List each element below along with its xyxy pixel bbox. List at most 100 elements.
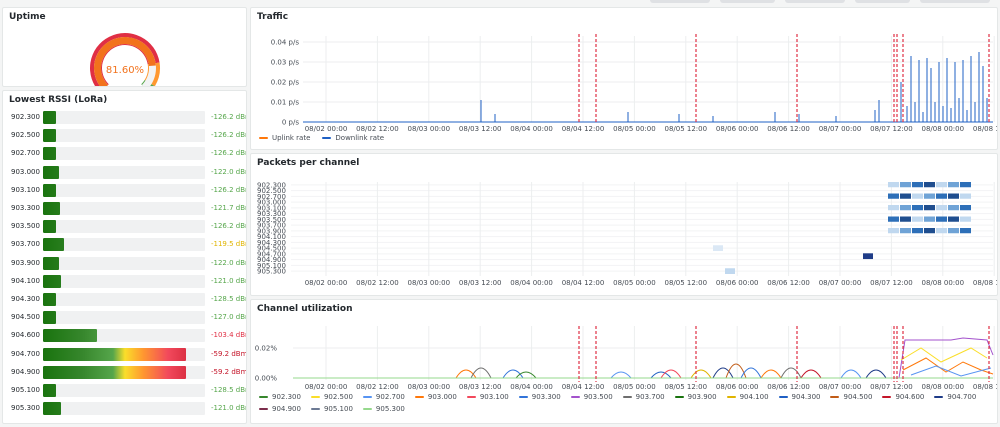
x-tick-label: 08/04 12:00	[562, 279, 605, 287]
heatmap-cell	[948, 228, 959, 234]
rssi-bar-track	[43, 129, 205, 143]
legend-label: 903.900	[687, 393, 717, 401]
rssi-frequency: 903.900	[11, 258, 40, 267]
rssi-frequency: 903.500	[11, 222, 40, 231]
rssi-frequency: 905.100	[11, 386, 40, 394]
rssi-bar-fill	[43, 111, 56, 124]
legend-item[interactable]: 903.100	[466, 393, 509, 401]
y-tick-label: 0 p/s	[282, 119, 299, 127]
rssi-bar-track	[43, 111, 205, 124]
rssi-bar-fill	[43, 202, 60, 215]
legend-item[interactable]: 904.600	[882, 393, 924, 401]
rssi-value: -121.0 dBm	[211, 404, 246, 413]
rssi-title: Lowest RSSI (LoRa)	[9, 95, 108, 105]
x-tick-label: 08/02 12:00	[356, 383, 399, 391]
legend-item[interactable]: 904.900	[259, 405, 301, 413]
legend-item[interactable]: 904.700	[934, 393, 976, 401]
utilization-series-bump	[610, 371, 632, 379]
heatmap-cell	[960, 182, 971, 188]
legend-item[interactable]: 903.900	[674, 393, 717, 401]
legend-item[interactable]: 904.100	[726, 393, 769, 401]
heatmap-cell	[948, 182, 959, 188]
heatmap-cell	[948, 193, 959, 199]
y-tick-label: 903.900	[257, 227, 286, 235]
rssi-bar-track	[43, 293, 205, 306]
rssi-bar-track	[43, 238, 205, 252]
legend-label: 902.700	[375, 393, 405, 401]
rssi-value: -103.4 dBm	[211, 331, 246, 340]
x-tick-label: 08/04 12:00	[562, 125, 605, 133]
legend-item[interactable]: 903.700	[622, 393, 665, 401]
rssi-row: 904.700 -59.2 dBm	[11, 347, 246, 362]
legend-label: 902.500	[323, 393, 353, 401]
rssi-value: -128.5 dBm	[211, 295, 246, 303]
legend-item[interactable]: 902.700	[362, 393, 405, 401]
rssi-bar-track	[43, 384, 205, 397]
rssi-bar-fill	[43, 365, 187, 379]
packets-heatmap: 902.300902.500902.700903.000903.100903.3…	[257, 181, 997, 287]
rssi-bar-track	[43, 202, 205, 215]
rssi-row: 904.900 -59.2 dBm	[11, 365, 246, 380]
legend-label: 904.600	[895, 393, 925, 401]
utilization-series-bump	[725, 363, 747, 379]
y-tick-label: 902.700	[257, 193, 286, 201]
x-tick-label: 08/07 12:00	[870, 383, 913, 391]
utilization-series-line	[910, 365, 992, 377]
rssi-bar-fill	[43, 293, 56, 306]
x-tick-label: 08/04 00:00	[510, 279, 553, 287]
traffic-chart: 0.04 p/s 0.03 p/s 0.02 p/s 0.01 p/s 0 p/s 08/…	[271, 34, 997, 133]
legend-swatch	[259, 396, 268, 398]
legend-swatch	[622, 396, 632, 398]
legend-item[interactable]: 905.100	[310, 405, 353, 413]
legend-item[interactable]: Uplink rate	[259, 134, 310, 142]
rssi-value: -127.0 dBm	[211, 313, 246, 322]
rssi-row: 903.300 -121.7 dBm	[11, 202, 246, 216]
rssi-frequency: 904.700	[11, 349, 40, 358]
heatmap-cell	[912, 182, 923, 188]
legend-item[interactable]: 903.000	[414, 393, 457, 401]
heatmap-cell	[912, 228, 923, 234]
x-tick-label: 08/02 12:00	[356, 279, 399, 287]
utilization-series-line	[898, 337, 994, 379]
rssi-row: 904.500 -127.0 dBm	[11, 311, 246, 325]
legend-label: 904.700	[947, 393, 977, 401]
y-tick-label: 0.01 p/s	[271, 99, 300, 107]
rssi-row: 903.100 -126.2 dBm	[11, 183, 246, 198]
x-tick-label: 08/07 00:00	[819, 383, 862, 391]
rssi-row: 902.300 -126.2 dBm	[11, 111, 246, 125]
x-tick-label: 08/06 00:00	[716, 279, 759, 287]
legend-item[interactable]: 903.500	[570, 393, 613, 401]
legend-label: 905.100	[323, 405, 353, 413]
utilization-chart: 0.02% 0.00% 08/02 00:00 08/02 12:00 08/03 00…	[255, 326, 997, 391]
legend-item[interactable]: 902.500	[310, 393, 353, 401]
x-tick-label: 08/05 12:00	[665, 279, 708, 287]
rssi-frequency: 903.000	[11, 167, 40, 176]
legend-item[interactable]: Downlink rate	[322, 134, 384, 142]
y-tick-label: 904.100	[257, 233, 286, 241]
rssi-bar-track	[43, 347, 205, 361]
x-tick-label: 08/06 00:00	[716, 125, 759, 133]
legend-swatch	[778, 396, 788, 398]
x-tick-label: 08/06 12:00	[767, 125, 810, 133]
x-tick-label: 08/03 00:00	[408, 383, 451, 391]
legend-item[interactable]: 903.300	[518, 393, 561, 401]
rssi-bar-track	[43, 274, 205, 288]
x-tick-label: 08/07 12:00	[870, 125, 913, 133]
x-tick-label: 08/02 00:00	[305, 125, 348, 133]
legend-item[interactable]: 904.300	[778, 393, 820, 401]
rssi-frequency: 903.700	[11, 240, 40, 249]
rssi-row: 905.100 -128.5 dBm	[11, 384, 246, 398]
top-toolbar-edge	[0, 0, 1000, 4]
legend-swatch	[259, 137, 268, 139]
legend-item[interactable]: 905.300	[362, 405, 405, 413]
rssi-row: 904.600 -103.4 dBm	[11, 329, 246, 343]
rssi-bar-fill	[43, 183, 56, 197]
legend-swatch	[362, 408, 372, 410]
rssi-value: -126.2 dBm	[211, 131, 246, 140]
legend-item[interactable]: 904.500	[830, 393, 872, 401]
rssi-bar-fill	[43, 129, 56, 143]
x-tick-label: 08/05 12:00	[665, 125, 708, 133]
legend-label: Uplink rate	[272, 134, 311, 142]
heatmap-cell	[936, 205, 947, 211]
legend-item[interactable]: 902.300	[259, 393, 301, 401]
